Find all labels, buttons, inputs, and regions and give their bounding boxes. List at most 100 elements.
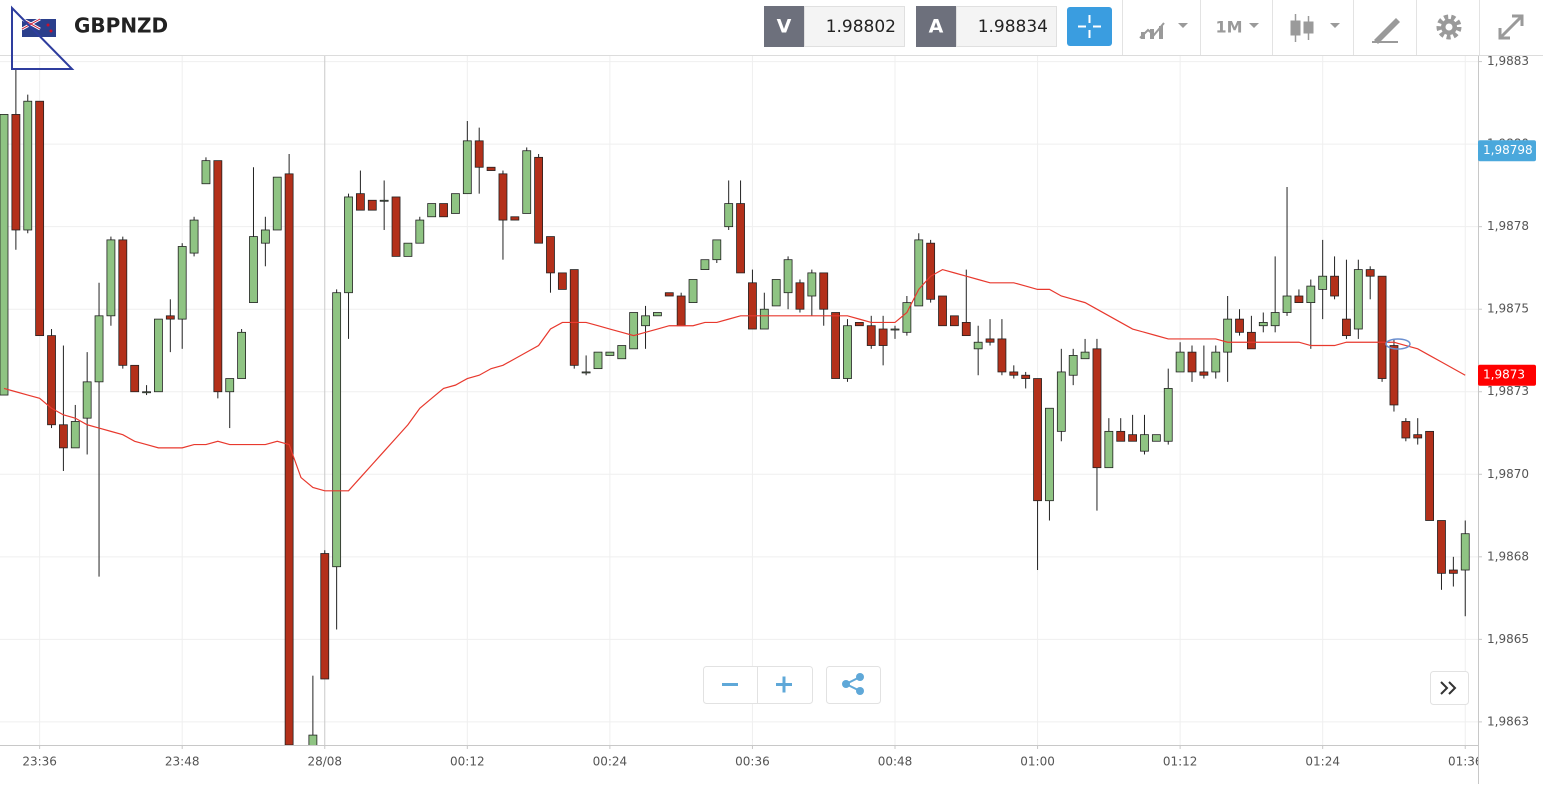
scroll-latest-button[interactable] <box>1430 671 1469 705</box>
chart-type-button[interactable] <box>1139 22 1188 39</box>
crosshair-button[interactable] <box>1067 7 1112 46</box>
candle-up <box>1270 312 1280 327</box>
candle-down <box>498 173 508 221</box>
price-tag <box>1478 364 1536 386</box>
candle-up <box>724 203 734 228</box>
pencil-icon[interactable] <box>1374 18 1400 44</box>
candle-down <box>1377 275 1387 379</box>
sell-price[interactable]: 1.98802 <box>826 17 896 37</box>
x-tick-label: 00:12 <box>450 755 485 769</box>
candle-up <box>272 176 282 231</box>
scroll-box[interactable] <box>1430 671 1469 705</box>
candle-down <box>985 338 995 343</box>
candle-up <box>142 391 151 394</box>
buy-button[interactable]: A 1.98834 <box>916 6 1057 47</box>
candle-up <box>1104 430 1114 469</box>
candle-up <box>70 421 80 449</box>
candle-down <box>795 282 805 310</box>
candle-up <box>462 140 472 195</box>
candle-up <box>843 325 852 379</box>
share-box[interactable] <box>826 666 881 704</box>
sell-price-box[interactable] <box>804 6 905 47</box>
candle-up <box>902 302 912 333</box>
buy-label-box[interactable] <box>916 6 956 47</box>
share-dot[interactable] <box>856 687 864 695</box>
share-button[interactable] <box>826 666 881 704</box>
candle-up <box>177 246 187 320</box>
candle-down <box>926 242 936 300</box>
candle-down <box>1021 374 1031 379</box>
candle-down <box>284 173 294 745</box>
buy-price-box[interactable] <box>956 6 1057 47</box>
icon-bar[interactable] <box>1159 26 1163 39</box>
candle-down <box>1128 434 1137 442</box>
gear-teeth[interactable] <box>1436 14 1462 40</box>
x-tick-label: 00:48 <box>878 755 913 769</box>
share-dot[interactable] <box>842 680 850 688</box>
timeframe-button[interactable]: 1M <box>1215 18 1259 37</box>
candle-down <box>676 295 686 327</box>
icon-bar[interactable] <box>1141 32 1145 39</box>
scroll-icon[interactable] <box>1440 681 1457 695</box>
candle-down <box>1389 345 1399 406</box>
dropdown-arrow[interactable] <box>1178 23 1188 28</box>
candle-down <box>439 203 448 218</box>
crosshair-icon[interactable] <box>1078 15 1101 38</box>
x-tick-label: 00:24 <box>593 755 628 769</box>
plot-area <box>0 68 1470 745</box>
moving-average <box>3 268 1466 492</box>
candle-down <box>165 315 175 320</box>
buy-label[interactable]: A <box>929 16 944 38</box>
x-tick-label: 23:36 <box>22 755 57 769</box>
candle-down <box>1247 331 1256 350</box>
candle-down <box>1448 569 1458 574</box>
icon-candle[interactable] <box>1290 20 1301 36</box>
icon-bar[interactable] <box>1150 29 1154 39</box>
candle-up <box>605 351 615 356</box>
x-tick-label: 23:48 <box>165 755 200 769</box>
icon-candle[interactable] <box>1303 21 1314 34</box>
dropdown-arrow[interactable] <box>1330 23 1340 28</box>
fullscreen-button[interactable] <box>1498 14 1524 40</box>
candle-up <box>1045 407 1054 502</box>
candle-down <box>474 140 484 168</box>
candle-down <box>664 292 674 297</box>
buy-price[interactable]: 1.98834 <box>978 17 1048 37</box>
candle-up <box>783 259 793 294</box>
candle-down <box>878 328 888 346</box>
candle-down <box>1187 351 1197 373</box>
candle-down <box>510 216 520 221</box>
symbol: GBPNZD <box>74 14 168 38</box>
gear-hole[interactable] <box>1445 23 1453 31</box>
candle-up <box>1151 434 1161 442</box>
candle-down <box>320 553 330 680</box>
share-dot[interactable] <box>856 673 864 681</box>
candle-down <box>569 269 579 366</box>
timeframe[interactable]: 1M <box>1215 18 1242 37</box>
candle-down <box>736 203 745 274</box>
candle-up <box>1163 388 1173 442</box>
zoom-in[interactable] <box>776 676 792 693</box>
price-tag-label: 1,98798 <box>1483 143 1533 157</box>
y-tick-label: 1,9868 <box>1487 549 1529 563</box>
y-tick-label: 1,9873 <box>1487 384 1529 398</box>
candle-down <box>997 338 1007 373</box>
dropdown-arrow[interactable] <box>1249 23 1259 28</box>
draw-button[interactable] <box>1372 18 1400 44</box>
x-tick-label: 00:36 <box>735 755 770 769</box>
candle-down <box>938 295 947 327</box>
candle-down <box>866 325 876 346</box>
sell-label-box[interactable] <box>764 6 804 47</box>
candle-down <box>118 239 128 366</box>
candle-style-button[interactable] <box>1290 14 1340 42</box>
candle-up <box>260 229 270 244</box>
sell-label[interactable]: V <box>777 16 792 38</box>
crosshair-bg[interactable] <box>1067 7 1112 46</box>
settings-button[interactable] <box>1436 14 1462 40</box>
candle-up <box>1258 322 1268 327</box>
candle-down <box>1092 348 1102 469</box>
sell-button[interactable]: V 1.98802 <box>764 6 905 47</box>
zoom-controls[interactable] <box>703 666 813 704</box>
expand-icon[interactable] <box>1498 14 1524 40</box>
candle-up <box>581 371 591 374</box>
